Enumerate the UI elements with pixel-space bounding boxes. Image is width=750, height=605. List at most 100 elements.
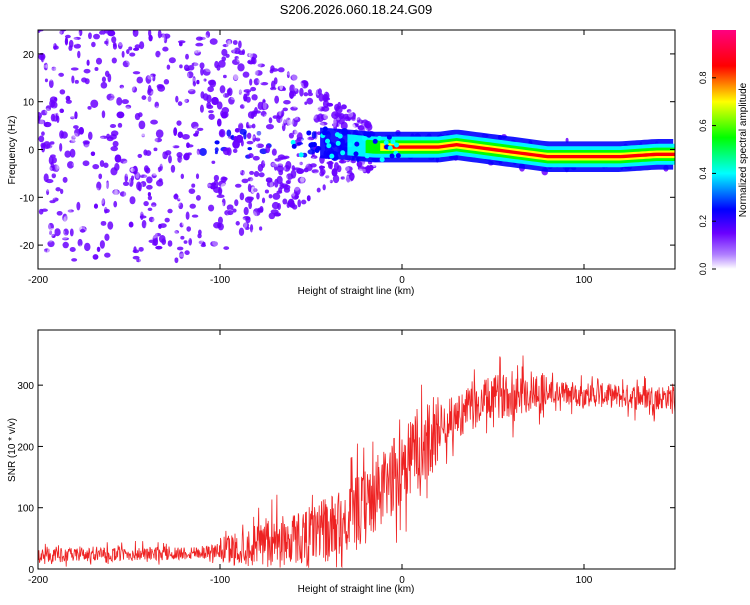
spectrogram-point [75, 224, 83, 231]
spectrogram-point [201, 77, 205, 85]
spectrogram-point [111, 159, 116, 168]
spectrogram-point [159, 161, 167, 167]
spectrogram-point [241, 117, 249, 123]
spectrogram-point [94, 66, 99, 72]
spectrogram-point [210, 185, 216, 190]
spectrogram-point [208, 110, 214, 114]
spectrogram-point [332, 174, 340, 184]
spectrogram-point [242, 71, 250, 78]
spectrogram-point [290, 74, 298, 81]
spectrogram-point [371, 162, 377, 167]
spectrogram-point [161, 238, 167, 246]
spectrogram-point [121, 167, 129, 174]
spectrogram-point [224, 234, 228, 242]
spectrogram-point [71, 135, 76, 140]
spectrogram-point [60, 201, 68, 209]
spectrogram-point [178, 125, 185, 131]
spectrogram-point [183, 233, 191, 241]
spectrogram-point [131, 175, 135, 181]
spectrogram-point [67, 209, 74, 213]
spectrogram-point [97, 192, 104, 202]
spectrogram-point [272, 192, 281, 200]
spectrogram-xlabel: Height of straight line (km) [298, 286, 415, 297]
spectrogram-point [62, 241, 69, 249]
spectrogram-point [62, 237, 70, 241]
spectrogram-point [86, 206, 95, 210]
spectrogram-point [141, 250, 150, 256]
spectrogram-point [247, 177, 254, 182]
spectrogram-point [131, 30, 133, 31]
spectrogram-point [206, 135, 211, 144]
spectrogram-point [299, 161, 303, 166]
spectrogram-point [286, 173, 294, 180]
spectrogram-point [214, 52, 219, 62]
spectrogram-point [136, 258, 141, 263]
spectrogram-point [150, 167, 159, 176]
spectrogram-point [59, 143, 63, 152]
spectrogram-point [259, 226, 263, 231]
spectrogram-point [155, 50, 161, 58]
spectrogram-point [95, 57, 103, 65]
spectrogram-point [323, 178, 332, 184]
spectrogram-point [297, 104, 301, 108]
snr-xtick-label: -200 [28, 575, 48, 586]
spectrogram-ytick-label: 10 [23, 98, 35, 109]
spectrogram-point [186, 175, 191, 183]
spectrogram-point [175, 91, 180, 95]
spectrogram-point [246, 140, 254, 145]
spectrogram-point [189, 203, 196, 209]
snr-ticks: -200 -100 0 100 0 100 200 300 [17, 330, 675, 586]
spectrogram-point [185, 30, 190, 35]
spectrogram-point [177, 101, 183, 106]
spectrogram-point [182, 160, 189, 167]
spectrogram-point [137, 34, 141, 42]
spectrogram-point [149, 159, 156, 165]
spectrogram-point [242, 181, 247, 188]
spectrogram-point [383, 140, 389, 146]
spectrogram-point [279, 83, 284, 91]
spectrogram-point [265, 162, 270, 172]
spectrogram-point [354, 115, 360, 121]
spectrogram-point [194, 49, 202, 56]
spectrogram-point [112, 140, 119, 147]
snr-xtick-label: -100 [210, 575, 230, 586]
spectrogram-point [201, 84, 207, 89]
spectrogram-point [47, 248, 53, 255]
spectrogram-point [84, 45, 90, 49]
spectrogram-point [132, 255, 140, 260]
spectrogram-point [318, 122, 325, 128]
spectrogram-point [310, 123, 319, 132]
spectrogram-point [158, 191, 166, 198]
spectrogram-point [147, 192, 151, 197]
spectrogram-point [223, 246, 230, 250]
spectrogram-point [139, 41, 145, 50]
spectrogram-point [141, 133, 145, 138]
spectrogram-point [335, 105, 343, 114]
spectrogram-point [109, 217, 115, 222]
spectrogram-point [299, 177, 306, 183]
spectrogram-ridge-band [383, 143, 675, 159]
spectrogram-point [153, 43, 162, 49]
spectrogram-point [97, 107, 102, 114]
spectrogram-point [254, 197, 258, 203]
spectrogram-point [118, 52, 122, 58]
spectrogram-point [311, 157, 316, 164]
spectrogram-point [164, 120, 173, 130]
spectrogram-point [218, 212, 225, 218]
spectrogram-point [196, 148, 201, 156]
spectrogram-point [138, 257, 143, 266]
spectrogram-point [216, 64, 221, 71]
spectrogram-point [96, 96, 101, 102]
spectrogram-point [93, 33, 100, 40]
spectrogram-point [154, 137, 163, 143]
spectrogram-point [195, 22, 199, 25]
spectrogram-point [158, 79, 164, 85]
spectrogram-point [201, 236, 207, 244]
spectrogram-point [316, 178, 323, 185]
spectrogram-point [170, 131, 174, 139]
spectrogram-point [329, 153, 335, 159]
spectrogram-point [141, 219, 147, 229]
spectrogram-point [38, 198, 43, 204]
